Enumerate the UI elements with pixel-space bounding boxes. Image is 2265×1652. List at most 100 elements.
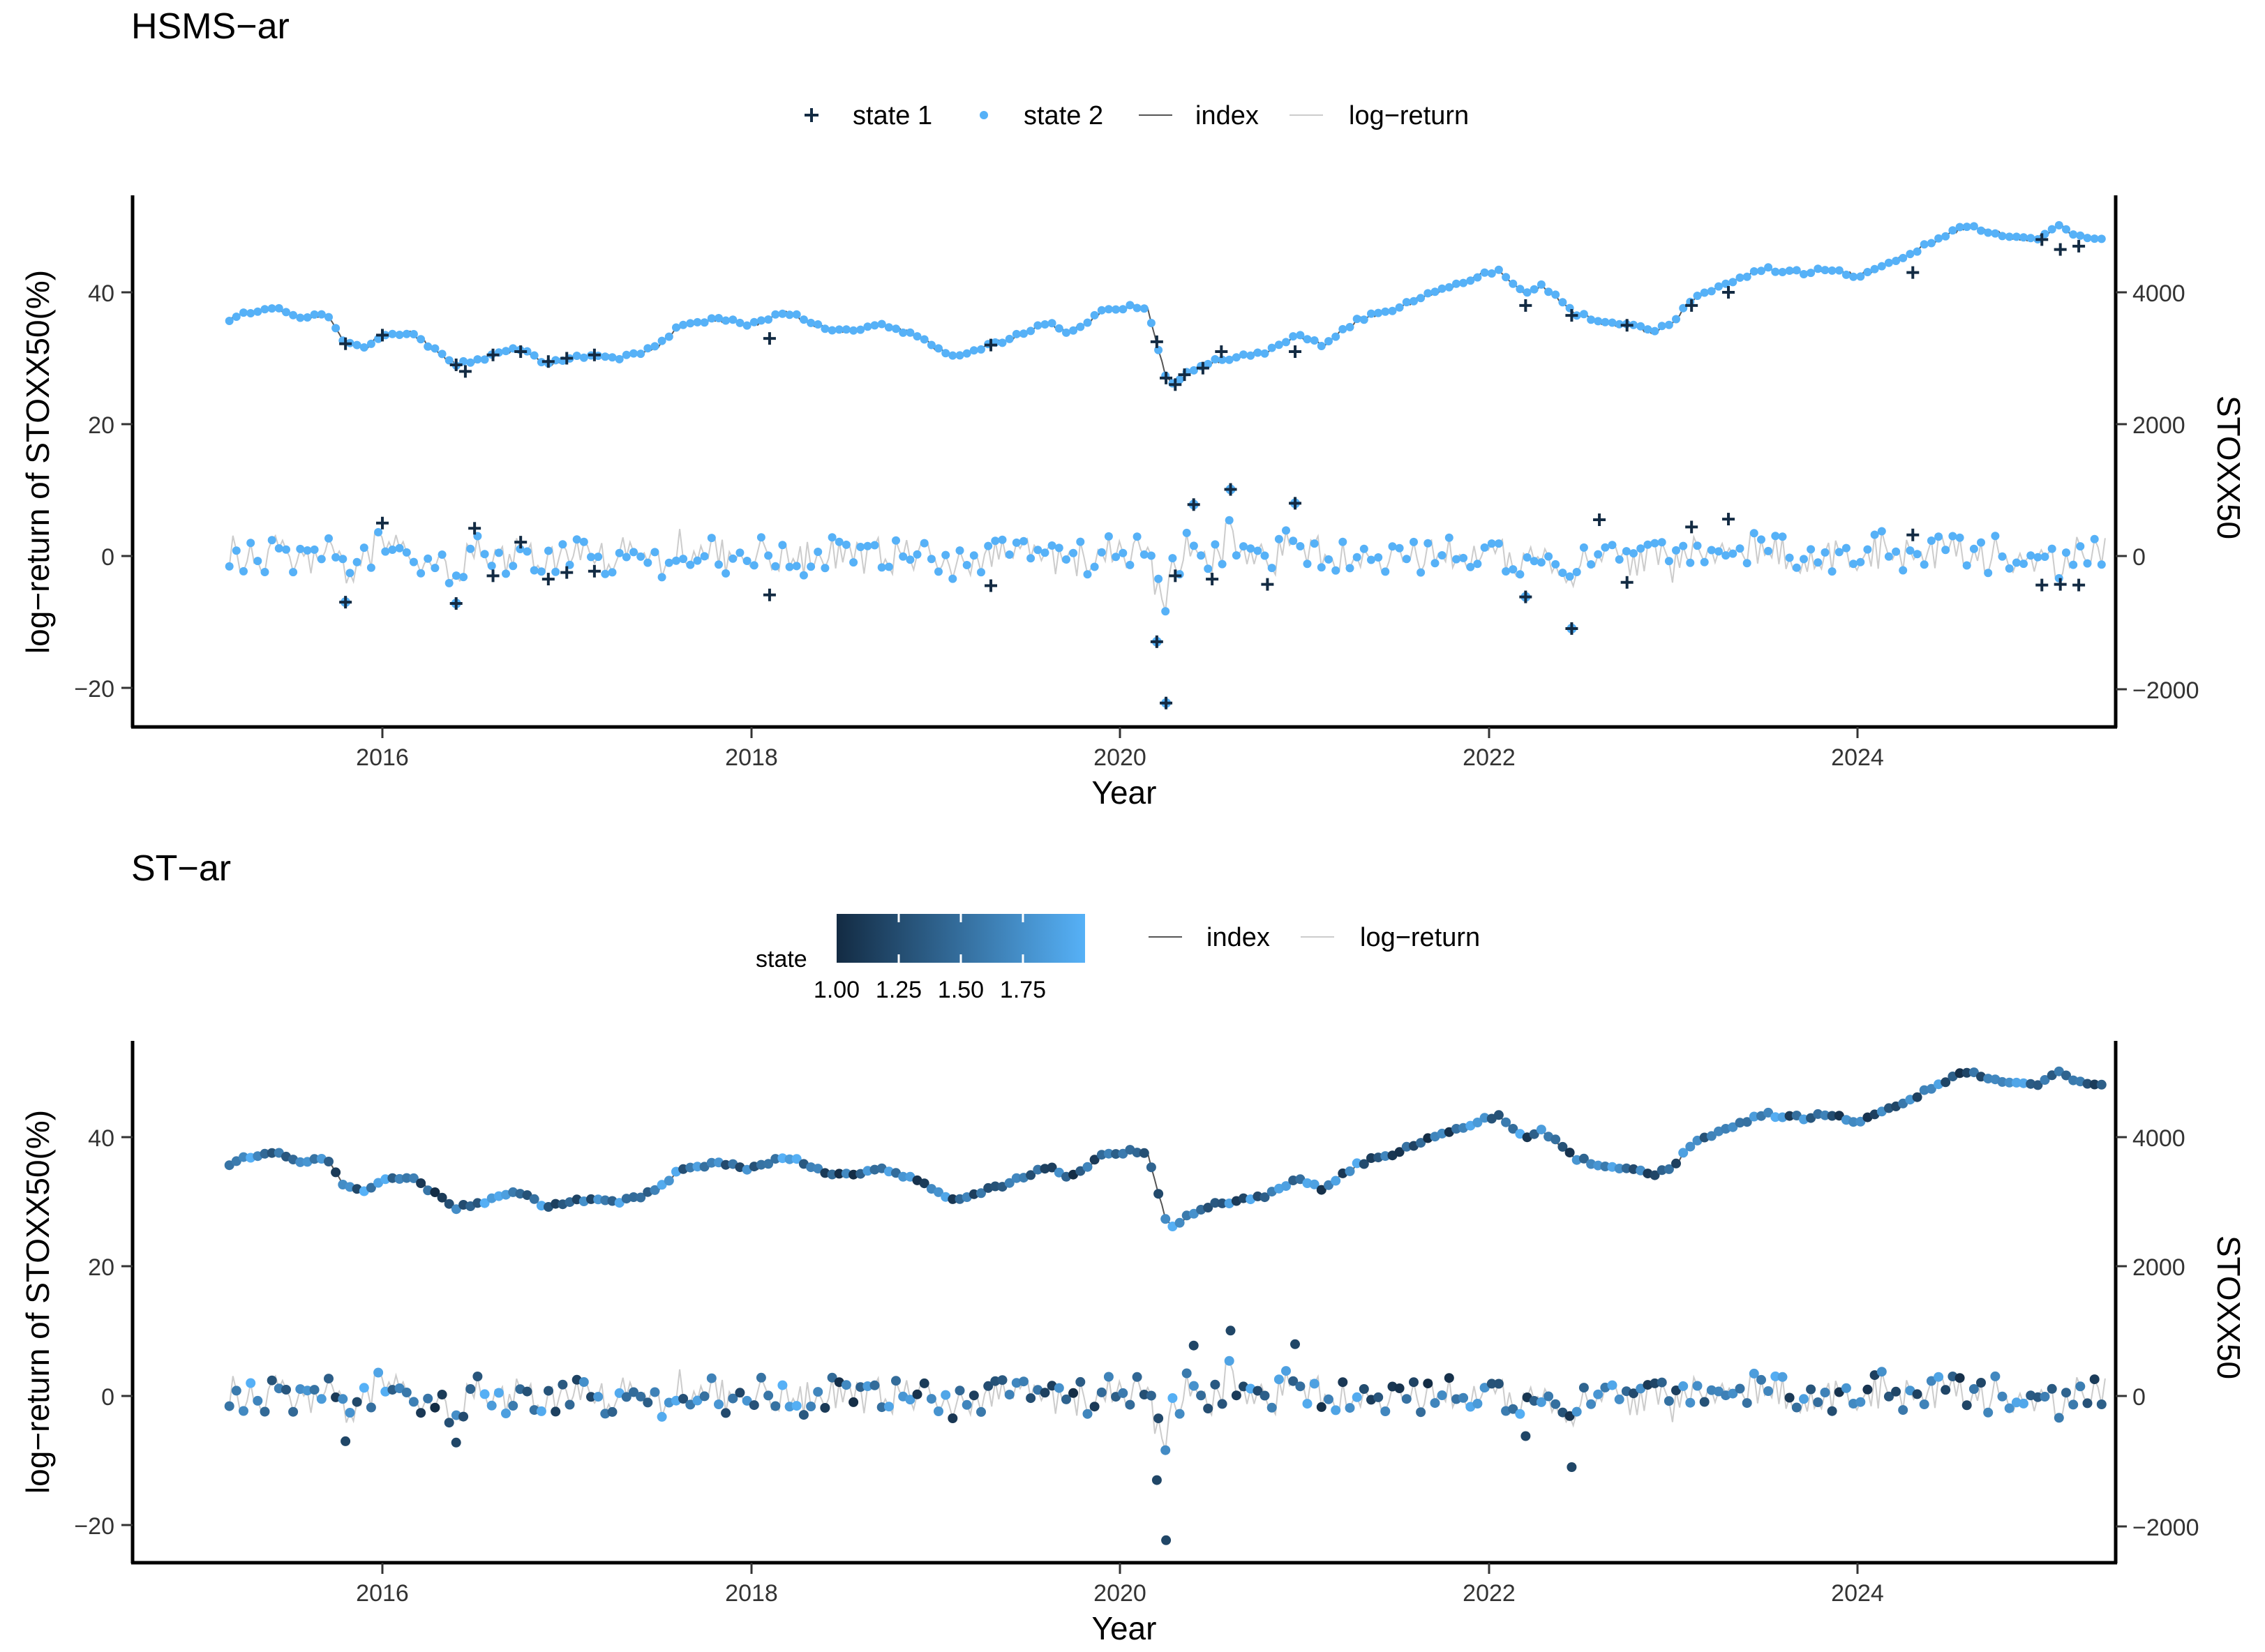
return-point (1181, 1368, 1192, 1379)
index-point-state2 (785, 310, 794, 320)
index-point-state2 (1402, 298, 1411, 307)
return-point (678, 1394, 689, 1404)
index-point (948, 1194, 958, 1204)
state1-marker (2072, 239, 2086, 253)
index-point-state2 (1374, 308, 1383, 317)
index-point-state2 (331, 324, 341, 333)
index-point (430, 1187, 440, 1197)
index-point (1706, 1131, 1717, 1141)
return-point (1926, 1376, 1936, 1386)
return-point (1266, 1402, 1277, 1413)
return-point (2096, 1399, 2107, 1409)
return-point-state2 (742, 557, 752, 565)
return-point-state2 (1558, 569, 1567, 578)
y-tick-label-left: 20 (88, 412, 114, 439)
return-point (1493, 1379, 1504, 1389)
index-point-state2 (835, 325, 844, 334)
index-point-state2 (693, 317, 702, 326)
index-point-state2 (1877, 262, 1886, 271)
index-point (1926, 1083, 1936, 1094)
return-point (1146, 1390, 1156, 1401)
return-point-state2 (1410, 537, 1418, 546)
return-point (657, 1411, 667, 1422)
index-point-state2 (444, 356, 454, 365)
x-tick-label: 2018 (725, 1580, 778, 1607)
return-point (302, 1386, 313, 1396)
index-point (1983, 1074, 1994, 1084)
index-point-state2 (1927, 239, 1936, 248)
return-point (1685, 1397, 1696, 1408)
return-point-state2 (1849, 560, 1858, 569)
x-tick: 2020 (1093, 1563, 1146, 1607)
y-tick-label-right: 2000 (2132, 412, 2185, 439)
index-point-state2 (1558, 298, 1567, 307)
return-point-state2 (870, 541, 879, 550)
return-point-state2 (1253, 546, 1262, 555)
y-tick-label-left: −20 (74, 1513, 114, 1540)
y-tick-left: 40 (88, 280, 133, 307)
index-point-state2 (1984, 228, 1993, 237)
return-point-state2 (431, 564, 440, 573)
colorbar-tick-label: 1.25 (876, 977, 922, 1003)
return-point (749, 1400, 759, 1411)
y-tick-right: 4000 (2116, 280, 2185, 307)
index-point (1742, 1117, 1752, 1127)
state1-marker (1519, 590, 1532, 603)
return-point-state2 (1076, 537, 1085, 546)
return-point (408, 1397, 419, 1407)
return-point-state2 (1090, 562, 1099, 571)
index-point (1160, 1214, 1171, 1224)
index-point-state2 (1410, 296, 1418, 306)
state1-marker (1906, 266, 1920, 279)
return-point-state2 (366, 563, 375, 572)
return-point-state2 (835, 537, 844, 546)
index-point-state2 (1814, 264, 1823, 273)
return-point-state2 (643, 558, 652, 567)
index-point (1054, 1167, 1064, 1178)
index-point-state2 (282, 308, 290, 317)
index-point-state2 (863, 322, 872, 331)
return-point (1359, 1384, 1369, 1394)
return-point (465, 1384, 476, 1394)
index-point (394, 1173, 405, 1184)
index-point (1735, 1118, 1745, 1128)
return-point-state2 (239, 566, 248, 576)
return-extreme-point (341, 1436, 351, 1446)
state1-marker (468, 522, 481, 535)
return-point (912, 1389, 922, 1399)
return-point-state2 (1005, 550, 1014, 559)
state1-marker (1215, 345, 1228, 359)
index-point (472, 1198, 483, 1208)
return-point (1068, 1388, 1079, 1398)
return-point-state2 (756, 533, 765, 542)
return-point-state2 (1948, 532, 1957, 541)
index-point-state2 (1487, 269, 1496, 278)
index-point-state2 (969, 346, 978, 355)
return-point-state2 (1962, 561, 1971, 570)
x-tick: 2024 (1831, 727, 1884, 771)
return-point-state2 (1289, 536, 1298, 546)
index-point (1501, 1117, 1511, 1127)
index-point-state2 (1707, 287, 1716, 296)
return-point (841, 1380, 851, 1390)
return-point (1345, 1403, 1355, 1413)
index-point-state2 (1047, 319, 1056, 328)
return-point (472, 1372, 483, 1381)
index-point (1664, 1164, 1674, 1174)
return-point (1082, 1409, 1093, 1419)
colorbar-tick-label: 1.50 (938, 977, 984, 1003)
return-point-state2 (1579, 543, 1588, 552)
index-point (770, 1154, 781, 1164)
index-point-state2 (1331, 332, 1340, 341)
return-point-state2 (225, 562, 234, 571)
return-point (735, 1388, 745, 1398)
return-point (1281, 1366, 1291, 1376)
index-point-state2 (1430, 287, 1440, 296)
index-point-state2 (842, 325, 851, 334)
return-point (855, 1382, 866, 1392)
return-point-state2 (352, 557, 361, 566)
state1-marker (1289, 497, 1302, 510)
return-point (1444, 1373, 1454, 1383)
index-point (2004, 1077, 2014, 1088)
